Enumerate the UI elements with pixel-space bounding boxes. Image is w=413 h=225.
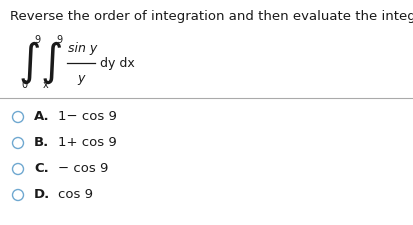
Text: 9: 9 [34, 35, 40, 45]
Text: x: x [43, 80, 49, 90]
Text: y: y [77, 72, 84, 85]
Text: 9: 9 [56, 35, 62, 45]
Text: $\int$: $\int$ [18, 40, 40, 86]
Text: B.: B. [34, 137, 49, 149]
Text: Reverse the order of integration and then evaluate the integral.: Reverse the order of integration and the… [10, 10, 413, 23]
Text: C.: C. [34, 162, 49, 176]
Text: sin y: sin y [68, 42, 97, 55]
Text: − cos 9: − cos 9 [58, 162, 108, 176]
Text: dy dx: dy dx [100, 56, 134, 70]
Text: $\int$: $\int$ [40, 40, 62, 86]
Text: 1− cos 9: 1− cos 9 [58, 110, 116, 124]
Text: 0: 0 [21, 80, 27, 90]
Text: D.: D. [34, 189, 50, 202]
Text: A.: A. [34, 110, 50, 124]
Text: 1+ cos 9: 1+ cos 9 [58, 137, 116, 149]
Text: cos 9: cos 9 [58, 189, 93, 202]
